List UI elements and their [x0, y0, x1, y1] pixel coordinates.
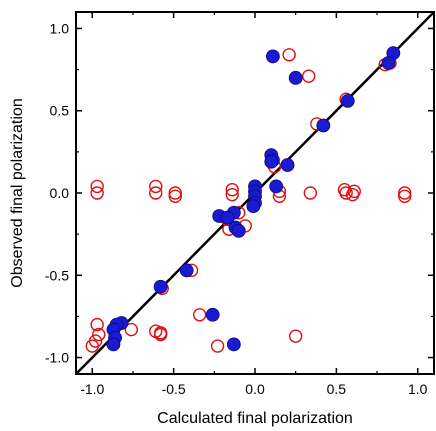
- open-point-12: [168, 186, 182, 200]
- tick-labels: -1.0 -0.5 0.0 0.5 1.0 -1.0 -0.5 0.0 0.5 1.0: [45, 20, 428, 397]
- open-point-33: [92, 327, 106, 342]
- x-tick-label-2: 0.0: [245, 381, 265, 397]
- open-point-9: [90, 186, 104, 200]
- filled-point-0: [265, 49, 280, 64]
- y-tick-label-2: 0.0: [50, 185, 70, 201]
- x-tick-label-4: 1.0: [408, 381, 428, 397]
- open-point-22: [345, 187, 360, 202]
- filled-point-22: [153, 279, 168, 294]
- open-point-0: [282, 48, 296, 62]
- open-point-13: [168, 189, 182, 203]
- x-axis-title: Calculated final polarization: [157, 410, 353, 427]
- open-point-8: [90, 179, 104, 194]
- open-point-10: [149, 179, 163, 194]
- filled-point-21: [179, 263, 194, 278]
- open-point-15: [225, 187, 239, 202]
- y-axis-title: Observed final polarization: [9, 98, 26, 287]
- filled-point-4: [340, 93, 355, 108]
- open-point-1: [302, 69, 316, 83]
- open-point-11: [149, 186, 163, 200]
- open-point-36: [124, 322, 139, 337]
- x-tick-label-0: -1.0: [80, 381, 104, 397]
- filled-point-15: [269, 179, 284, 194]
- x-tick-label-1: -0.5: [162, 381, 186, 397]
- filled-point-23: [205, 307, 220, 322]
- y-tick-label-1: -0.5: [45, 267, 69, 283]
- open-point-32: [90, 317, 104, 332]
- open-point-14: [225, 183, 239, 197]
- plot-marks: [76, 12, 434, 374]
- filled-point-8: [264, 154, 279, 169]
- filled-point-14: [246, 199, 261, 214]
- filled-point-3: [381, 56, 396, 70]
- y-tick-label-3: 0.5: [50, 103, 70, 119]
- axis-ticks: [76, 12, 434, 374]
- open-point-18: [303, 186, 318, 200]
- x-tick-label-3: 0.5: [327, 381, 347, 397]
- open-point-39: [153, 326, 168, 340]
- open-point-20: [339, 186, 353, 200]
- filled-point-18: [220, 210, 235, 225]
- filled-point-29: [106, 337, 121, 352]
- filled-point-5: [316, 118, 331, 133]
- open-point-23: [398, 186, 412, 200]
- filled-point-20: [231, 223, 246, 238]
- open-point-40: [210, 339, 225, 353]
- y-tick-label-4: 1.0: [50, 20, 70, 36]
- y-tick-label-0: -1.0: [45, 350, 69, 366]
- filled-point-1: [288, 70, 303, 85]
- open-point-24: [398, 189, 412, 203]
- open-point-41: [288, 329, 303, 343]
- filled-point-9: [280, 158, 295, 172]
- open-point-35: [85, 339, 99, 353]
- filled-point-24: [226, 337, 241, 352]
- open-point-30: [192, 308, 207, 322]
